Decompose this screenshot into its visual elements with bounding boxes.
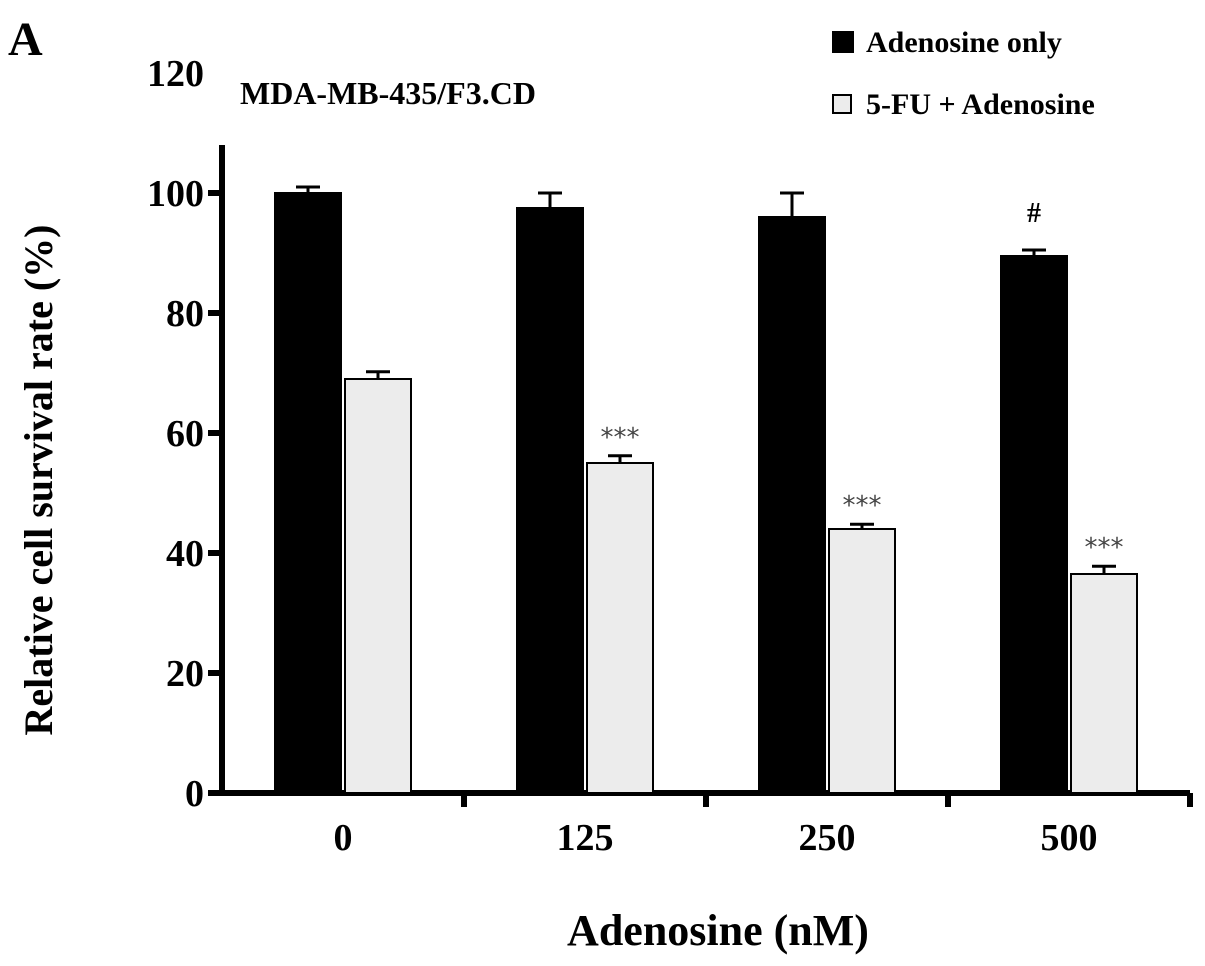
significance-label: *** bbox=[843, 491, 882, 521]
significance-label: *** bbox=[601, 423, 640, 453]
x-tick-label: 0 bbox=[334, 817, 353, 859]
bar-5fu-adenosine bbox=[1070, 573, 1138, 794]
legend-swatch-5fu-adenosine bbox=[832, 94, 852, 114]
y-axis-label: Relative cell survival rate (%) bbox=[16, 225, 61, 736]
plot-area: 0 20 40 60 80 100 120 0 125 *** 250 *** 500 # *** bbox=[147, 53, 1193, 859]
bar-adenosine-only bbox=[274, 192, 342, 794]
panel-label: A bbox=[8, 13, 43, 66]
legend-label-adenosine-only: Adenosine only bbox=[866, 26, 1062, 59]
chart-title: MDA-MB-435/F3.CD bbox=[240, 75, 536, 111]
x-tick-label: 500 bbox=[1041, 817, 1098, 859]
bar-adenosine-only bbox=[758, 216, 826, 794]
significance-label: *** bbox=[1085, 533, 1124, 563]
y-tick-label: 20 bbox=[166, 653, 204, 695]
y-tick-label: 60 bbox=[166, 413, 204, 455]
legend-swatch-adenosine-only bbox=[832, 31, 854, 53]
bar-5fu-adenosine bbox=[344, 378, 412, 794]
x-axis-label: Adenosine (nM) bbox=[567, 906, 869, 955]
bar-5fu-adenosine bbox=[586, 462, 654, 794]
y-tick-label: 80 bbox=[166, 293, 204, 335]
bar-adenosine-only bbox=[1000, 255, 1068, 794]
significance-label: # bbox=[1027, 198, 1041, 229]
y-tick-label: 0 bbox=[185, 773, 204, 815]
x-tick-label: 125 bbox=[557, 817, 614, 859]
bar-5fu-adenosine bbox=[828, 528, 896, 794]
x-tick-label: 250 bbox=[799, 817, 856, 859]
bar-adenosine-only bbox=[516, 207, 584, 794]
legend: Adenosine only 5-FU + Adenosine bbox=[832, 26, 1095, 121]
y-tick-label: 40 bbox=[166, 533, 204, 575]
legend-label-5fu-adenosine: 5-FU + Adenosine bbox=[866, 88, 1095, 121]
y-tick-label: 120 bbox=[147, 53, 204, 95]
y-tick-label: 100 bbox=[147, 173, 204, 215]
